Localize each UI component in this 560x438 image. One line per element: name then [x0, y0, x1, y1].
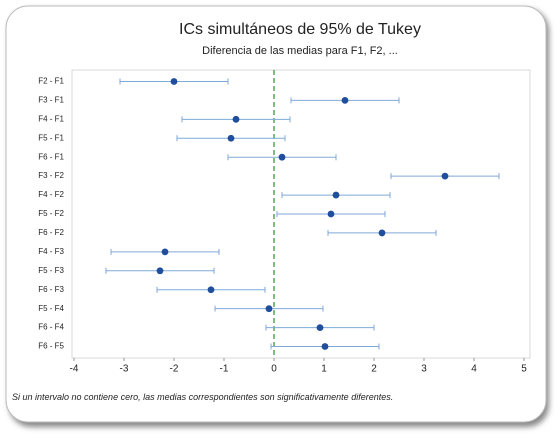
y-tick-label: F6 - F1	[38, 152, 64, 161]
mean-point	[327, 210, 335, 218]
mean-point	[265, 305, 273, 313]
x-tick-label: 0	[271, 364, 277, 375]
footnote: Si un intervalo no contiene cero, las me…	[12, 392, 394, 402]
y-tick-label: F6 - F3	[38, 285, 64, 294]
y-tick-label: F3 - F1	[38, 96, 64, 105]
x-tick-label: -3	[120, 364, 129, 375]
y-tick-label: F4 - F3	[38, 247, 64, 256]
mean-point	[332, 191, 340, 199]
y-tick-label: F4 - F1	[38, 114, 64, 123]
x-tick-label: 1	[321, 364, 327, 375]
mean-point	[227, 134, 235, 142]
x-tick-label: -4	[70, 364, 79, 375]
mean-point	[170, 78, 178, 85]
mean-point	[156, 267, 164, 275]
mean-point	[161, 248, 169, 256]
y-tick-label: F6 - F4	[38, 323, 64, 332]
chart-title: ICs simultáneos de 95% de Tukey	[179, 21, 421, 38]
y-tick-label: F4 - F2	[38, 190, 64, 199]
y-tick-label: F2 - F1	[38, 77, 64, 86]
x-tick-label: 2	[371, 364, 377, 375]
x-tick-label: 5	[521, 364, 527, 375]
panel	[5, 5, 547, 423]
y-tick-label: F6 - F2	[38, 228, 64, 237]
mean-point	[321, 343, 329, 350]
mean-point	[316, 324, 324, 331]
chart-subtitle: Diferencia de las medias para F1, F2, ..…	[202, 45, 398, 57]
y-tick-label: F5 - F2	[38, 209, 64, 218]
mean-point	[341, 97, 349, 104]
x-tick-label: 4	[471, 364, 477, 375]
y-tick-label: F3 - F2	[38, 171, 64, 180]
x-tick-label: -2	[170, 364, 179, 375]
x-tick-label: 3	[421, 364, 427, 375]
mean-point	[441, 172, 449, 180]
mean-point	[207, 286, 215, 294]
mean-point	[232, 115, 240, 123]
y-tick-label: F5 - F4	[38, 304, 64, 313]
y-tick-label: F5 - F3	[38, 266, 64, 275]
mean-point	[378, 229, 386, 237]
mean-point	[278, 153, 286, 161]
x-tick-label: -1	[220, 364, 229, 375]
y-tick-label: F5 - F1	[38, 133, 64, 142]
plot-frame	[71, 69, 531, 359]
footnote-box: Si un intervalo no contiene cero, las me…	[12, 392, 394, 402]
y-tick-label: F6 - F5	[38, 342, 64, 351]
